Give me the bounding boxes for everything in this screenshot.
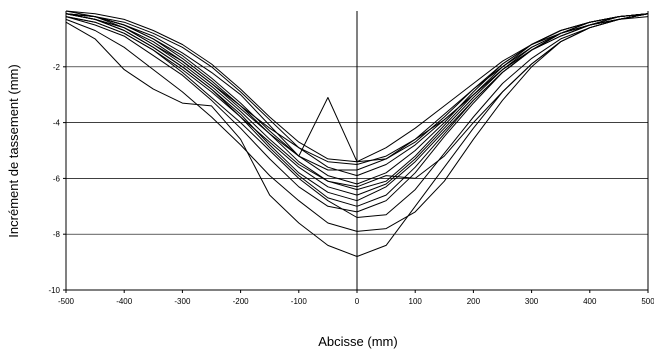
series-line-6 [65,13,649,171]
x-tick-label: 500 [641,297,654,306]
y-axis-title: Incrément de tassement (mm) [6,64,21,237]
x-tick-label: 300 [525,297,539,306]
x-tick-label: -100 [291,297,308,306]
y-tick-label: -4 [53,119,61,128]
y-tick-label: -8 [53,230,61,239]
series-line-8 [65,13,649,218]
x-tick-label: -200 [233,297,250,306]
x-tick-label: -300 [174,297,191,306]
series-line-15 [65,10,649,163]
axes [65,11,649,291]
y-tick-label: -6 [53,174,61,183]
x-tick-label: -400 [116,297,133,306]
series-line-13 [65,10,649,177]
series-line-14 [65,13,649,188]
series-line-9 [65,13,649,232]
x-tick-label: 100 [409,297,423,306]
x-axis-title: Abcisse (mm) [318,334,397,349]
x-tick-label: 200 [467,297,481,306]
x-tick-label: 0 [355,297,360,306]
x-tick-label: -500 [58,297,75,306]
x-tick-label: 400 [583,297,597,306]
y-tick-label: -2 [53,63,61,72]
tick-labels: -500 -400 -300 -200 -100 0 100 200 300 400 500 -10 -… [48,63,654,306]
y-tick-label: -10 [48,286,60,295]
series-lines [65,10,649,257]
series-line-12 [65,13,649,202]
